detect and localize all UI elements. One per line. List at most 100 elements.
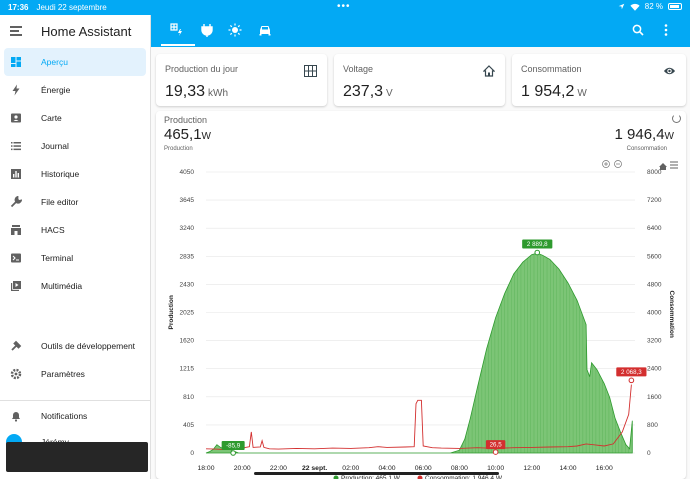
data-label-box	[522, 239, 553, 249]
y-right-tick-label: 800	[647, 422, 658, 429]
data-label-box	[485, 440, 506, 450]
gear-icon	[10, 368, 22, 380]
bell-icon	[10, 410, 22, 422]
status-time: 17:36	[8, 3, 29, 12]
terminal-icon	[10, 252, 22, 264]
y-left-axis-label: Production	[168, 295, 175, 329]
sidebar-item-notifications[interactable]: Notifications	[0, 402, 151, 430]
sidebar-item--nergie[interactable]: Énergie	[0, 76, 150, 104]
x-tick-label: 20:00	[234, 465, 251, 472]
legend-label: Consommation: 1 946,4 W	[425, 475, 503, 479]
tab-car[interactable]	[256, 21, 274, 39]
sidebar-item-label: HACS	[41, 225, 65, 235]
data-label: -85,9	[226, 443, 241, 450]
production-consumption-chart[interactable]: 0 0 405 800 810 1600 1215 2400 1620 3200 2025 4000 2…	[156, 111, 686, 479]
lightning-icon	[10, 84, 22, 96]
card-title: Voltage	[343, 64, 374, 74]
y-right-axis-label: Consommation	[668, 291, 675, 338]
production-chart-card: Production 465,1W Production 1 946,4W Co…	[156, 111, 686, 479]
data-point-marker	[534, 249, 541, 256]
more-vertical-icon	[664, 24, 668, 36]
legend-marker	[417, 475, 423, 479]
y-left-tick-label: 2430	[180, 281, 195, 288]
sidebar-header: Home Assistant	[0, 15, 150, 47]
y-right-tick-label: 3200	[647, 338, 662, 345]
data-point-marker	[628, 377, 635, 384]
y-right-tick-label: 1600	[647, 394, 662, 401]
data-label: 2 068,3	[621, 369, 642, 376]
nav-list: Aperçu Énergie Carte Journal Historique File …	[0, 48, 150, 300]
y-left-tick-label: 4050	[180, 169, 195, 176]
production-current-value: 465,1W	[164, 126, 211, 143]
time-range-slider[interactable]	[254, 472, 499, 475]
search-button[interactable]	[630, 22, 646, 38]
wifi-icon	[630, 3, 640, 11]
y-left-tick-label: 1620	[180, 338, 195, 345]
data-label-box	[616, 367, 647, 377]
x-tick-label: 12:00	[523, 465, 540, 472]
x-tick-label: 02:00	[342, 465, 359, 472]
list-icon	[10, 140, 22, 152]
data-point-marker	[492, 449, 499, 455]
data-point-marker	[230, 450, 236, 456]
card-value: 237,3 V	[343, 83, 393, 100]
sidebar-item-multim-dia[interactable]: Multimédia	[0, 272, 150, 300]
sidebar-item-label: Aperçu	[41, 57, 68, 67]
data-label: 2 889,8	[527, 241, 548, 248]
sidebar-item-aper-u[interactable]: Aperçu	[4, 48, 146, 76]
active-tab-indicator	[161, 44, 195, 46]
y-left-tick-label: 0	[190, 450, 194, 457]
consumption-caption: Consommation	[626, 146, 667, 152]
sidebar-item-label: Multimédia	[41, 281, 83, 291]
map-icon	[10, 112, 22, 124]
status-date: Jeudi 22 septembre	[36, 3, 107, 12]
legend-label: Production: 465,1 W	[341, 475, 401, 479]
sidebar-item-journal[interactable]: Journal	[0, 132, 150, 160]
consumption-current-value: 1 946,4W	[614, 126, 675, 143]
y-right-tick-label: 2400	[647, 366, 662, 373]
sidebar-item-dev-tools[interactable]: Outils de développement	[0, 332, 151, 360]
sidebar-item-terminal[interactable]: Terminal	[0, 244, 150, 272]
card-value: 19,33 kWh	[165, 83, 229, 100]
plug-icon	[201, 24, 213, 37]
car-icon	[259, 26, 271, 36]
card-voltage[interactable]: Voltage 237,3 V	[334, 54, 505, 106]
ios-status-bar: 17:36 Jeudi 22 septembre ••• 82 %	[0, 0, 690, 15]
chart-icon	[10, 168, 22, 180]
wrench-icon	[10, 196, 22, 208]
sidebar-item-label: Carte	[41, 113, 62, 123]
menu-icon[interactable]	[10, 26, 22, 36]
y-right-tick-label: 0	[647, 450, 651, 457]
top-toolbar	[151, 15, 690, 47]
zoom-out-icon[interactable]	[614, 160, 622, 168]
reset-zoom-home-icon[interactable]	[659, 163, 667, 170]
y-left-tick-label: 3240	[180, 225, 195, 232]
sidebar-item-file-editor[interactable]: File editor	[0, 188, 150, 216]
sidebar-divider	[0, 400, 151, 401]
zoom-in-icon[interactable]	[602, 160, 610, 168]
card-consommation[interactable]: Consommation 1 954,2 W	[512, 54, 686, 106]
sidebar-item-label: Notifications	[41, 411, 88, 421]
sidebar-item-settings[interactable]: Paramètres	[0, 360, 151, 388]
sidebar-item-label: Historique	[41, 169, 80, 179]
more-menu-button[interactable]	[658, 22, 674, 38]
card-production-du-jour[interactable]: Production du jour 19,33 kWh	[156, 54, 327, 106]
chart-menu-icon[interactable]	[670, 161, 678, 169]
data-label-box	[221, 441, 245, 450]
y-right-tick-label: 4000	[647, 310, 662, 317]
tab-plug[interactable]	[198, 21, 216, 39]
y-right-tick-label: 7200	[647, 197, 662, 204]
sidebar-item-label: Paramètres	[41, 369, 85, 379]
chart-card-title: Production	[164, 115, 208, 125]
x-tick-label: 10:00	[487, 465, 504, 472]
sidebar-item-carte[interactable]: Carte	[0, 104, 150, 132]
solar-panel-icon	[304, 64, 317, 77]
tab-sun[interactable]	[226, 21, 244, 39]
multitasking-dots-icon[interactable]: •••	[337, 1, 351, 12]
x-tick-label: 08:00	[451, 465, 468, 472]
sidebar-item-historique[interactable]: Historique	[0, 160, 150, 188]
sidebar-item-label: File editor	[41, 197, 79, 207]
sidebar-item-hacs[interactable]: HACS	[0, 216, 150, 244]
eye-icon	[663, 64, 676, 77]
tab-solar-power[interactable]	[168, 21, 186, 39]
